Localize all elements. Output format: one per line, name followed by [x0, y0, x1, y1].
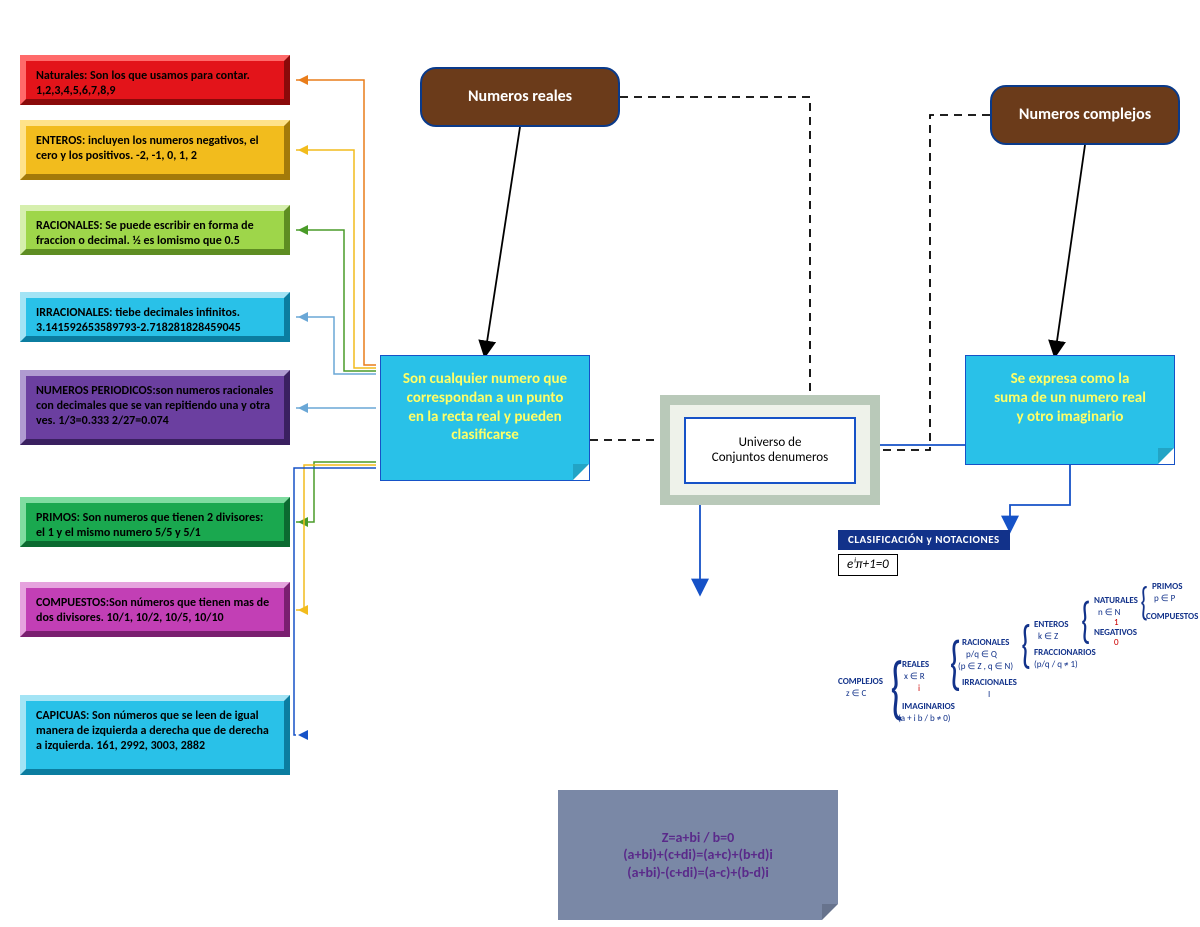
- node-center-note: Son cualquier numero que correspondan a …: [380, 355, 590, 481]
- left-box-5: PRIMOS: Son numeros que tienen 2 divisor…: [20, 497, 290, 547]
- tree-label: (p/q / q ≠ 1): [1034, 660, 1078, 670]
- tree-label: 0: [1114, 638, 1119, 648]
- tree-label: NATURALES: [1094, 596, 1138, 606]
- left-box-2: RACIONALES: Se puede escribir en forma d…: [20, 205, 290, 255]
- node-right-note: Se expresa como la suma de un numero rea…: [965, 355, 1175, 465]
- tree-label: z ∈ C: [846, 689, 866, 699]
- left-box-4: NUMEROS PERIODICOS:son numeros racionale…: [20, 370, 290, 445]
- left-box-7: CAPICUAS: Son números que se leen de igu…: [20, 695, 290, 775]
- text-line: en la recta real y pueden: [395, 408, 575, 427]
- text-line: clasificarse: [395, 426, 575, 445]
- tree-label: I: [988, 690, 990, 700]
- node-label: Numeros reales: [468, 87, 572, 107]
- left-box-6: COMPUESTOS:Son números que tienen mas de…: [20, 582, 290, 637]
- tree-label: ENTEROS: [1034, 620, 1068, 630]
- left-box-3: IRRACIONALES: tiebe decimales infinitos.…: [20, 292, 290, 342]
- tree-label: k ∈ Z: [1038, 632, 1058, 642]
- tree-label: IRRACIONALES: [962, 678, 1017, 688]
- tree-label: p ∈ P: [1154, 594, 1175, 604]
- tree-label: PRIMOS: [1152, 582, 1182, 592]
- euler-formula: eⁱπ+1=0: [838, 554, 898, 576]
- tree-label: i: [918, 684, 920, 694]
- text-line: (a+bi)+(c+di)=(a+c)+(b+d)i: [623, 846, 773, 864]
- node-universo-inner: Universo de Conjuntos denumeros: [684, 417, 856, 484]
- classification-panel: CLASIFICACIÓN y NOTACIONES eⁱπ+1=0 COMPL…: [838, 530, 1188, 750]
- text-line: correspondan a un punto: [395, 389, 575, 408]
- text-line: Universo de: [739, 435, 802, 450]
- left-box-0: Naturales: Son los que usamos para conta…: [20, 55, 290, 105]
- text-line: Conjuntos denumeros: [712, 450, 828, 465]
- node-label: Numeros complejos: [1019, 105, 1151, 125]
- diagram-canvas: Numeros reales Numeros complejos Univers…: [0, 0, 1200, 927]
- tree-label: IMAGINARIOS: [902, 702, 955, 712]
- classification-tree: COMPLEJOSz ∈ C{REALESx ∈ RiIMAGINARIOS(a…: [838, 582, 1188, 752]
- text-line: Son cualquier numero que: [395, 370, 575, 389]
- text-line: y otro imaginario: [980, 408, 1160, 427]
- tree-label: COMPUESTOS: [1146, 612, 1198, 622]
- left-box-1: ENTEROS: incluyen los numeros negativos,…: [20, 120, 290, 180]
- node-numeros-reales: Numeros reales: [420, 67, 620, 127]
- tree-label: COMPLEJOS: [838, 677, 883, 687]
- text-line: Se expresa como la: [980, 370, 1160, 389]
- tree-label: p/q ∈ Q: [966, 650, 997, 660]
- tree-label: RACIONALES: [962, 638, 1009, 648]
- tree-label: REALES: [902, 660, 929, 670]
- classification-header: CLASIFICACIÓN y NOTACIONES: [838, 530, 1010, 550]
- text-line: Z=a+bi / b=0: [662, 829, 734, 847]
- node-universo-outer: Universo de Conjuntos denumeros: [660, 395, 880, 505]
- tree-label: (a + i b / b ≠ 0): [898, 714, 951, 724]
- tree-label: (p ∈ Z , q ∈ N): [958, 662, 1013, 672]
- text-line: suma de un numero real: [980, 389, 1160, 408]
- node-numeros-complejos: Numeros complejos: [990, 85, 1180, 145]
- text-line: (a+bi)-(c+di)=(a-c)+(b-d)i: [627, 864, 769, 882]
- tree-label: x ∈ R: [904, 672, 925, 682]
- node-formula-note: Z=a+bi / b=0 (a+bi)+(c+di)=(a+c)+(b+d)i …: [558, 790, 838, 920]
